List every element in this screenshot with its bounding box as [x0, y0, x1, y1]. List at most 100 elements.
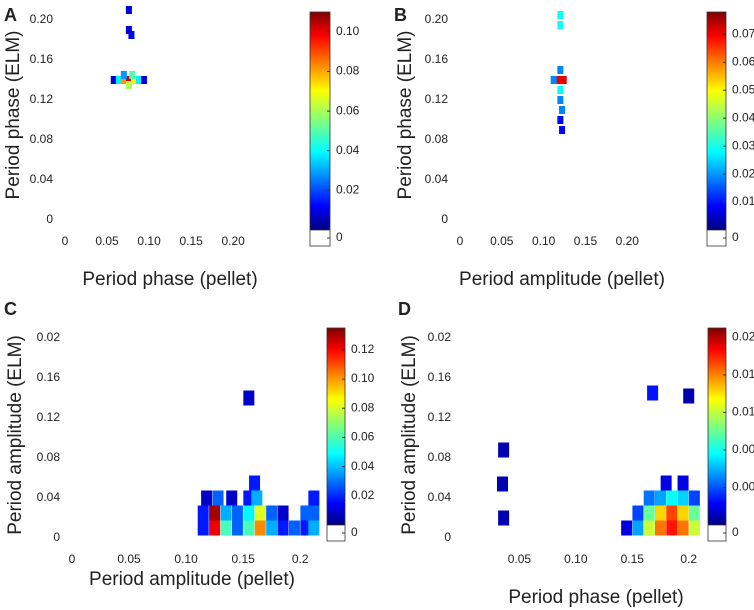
colorbar-tick-label: 0: [351, 525, 358, 539]
heatmap-cell: [498, 510, 510, 526]
colorbar-tick-label: 0: [336, 230, 343, 244]
x-tick-label: 0.05: [117, 552, 141, 566]
y-tick-label: 0.08: [428, 450, 452, 464]
x-tick-label: 0.20: [222, 234, 246, 248]
heatmap-cell: [254, 505, 266, 521]
heatmap-cell: [300, 520, 312, 536]
heatmap-cell: [115, 76, 122, 84]
x-axis-label: Period amplitude (pellet): [89, 569, 295, 590]
colorbar-tick-label: 0: [732, 525, 739, 539]
colorbar-tick-label: 0.10: [351, 371, 375, 385]
heatmap-cell: [655, 520, 666, 536]
heatmap-cell: [277, 505, 289, 521]
colorbar-tick-label: 0.07: [732, 27, 754, 41]
colorbar-frame: [309, 11, 331, 247]
panel-label: B: [394, 5, 407, 25]
heatmap-cell: [643, 490, 655, 506]
colorbar-frame: [706, 11, 727, 247]
heatmap-cell: [308, 490, 320, 506]
heatmap-cell: [683, 388, 695, 404]
heatmap-cell: [249, 475, 261, 491]
heatmap-cell: [557, 86, 564, 94]
y-tick-label: 0.20: [30, 12, 54, 26]
heatmap-cell: [243, 490, 255, 506]
colorbar-frame: [326, 327, 346, 542]
panel-label: C: [4, 299, 17, 319]
y-tick-label: 0.16: [37, 370, 61, 384]
heatmap-cell: [277, 520, 289, 536]
colorbar-tick-label: 0.06: [351, 430, 375, 444]
y-tick-label: 0.02: [428, 330, 452, 344]
heatmap-cell: [288, 520, 300, 536]
y-tick-label: 0.16: [425, 52, 449, 66]
heatmap-cell: [666, 520, 678, 536]
x-tick-label: 0.15: [231, 552, 255, 566]
y-tick-label: 0.16: [428, 370, 452, 384]
y-tick-label: 0.16: [30, 52, 54, 66]
colorbar: [310, 12, 330, 230]
y-tick-label: 0: [53, 530, 60, 544]
panel-label: D: [398, 299, 411, 319]
heatmap-cell: [560, 76, 567, 84]
x-tick-label: 0.10: [564, 552, 588, 566]
y-tick-label: 0.04: [37, 490, 61, 504]
colorbar-tick-label: 0.012: [732, 405, 754, 419]
heatmap-cell: [243, 520, 255, 536]
colorbar: [707, 12, 726, 230]
heatmap-cell: [141, 76, 148, 84]
y-tick-label: 0.12: [37, 410, 61, 424]
colorbar-tick-label: 0.05: [732, 82, 754, 96]
colorbar-tick-label: 0.08: [336, 64, 360, 78]
colorbar-tick-label: 0.04: [336, 143, 360, 157]
heatmap-cell: [220, 520, 232, 536]
colorbar-tick-label: 0.06: [732, 54, 754, 68]
x-tick-label: 0.05: [508, 552, 532, 566]
heatmap-cell: [559, 126, 566, 134]
heatmap-cell: [125, 81, 132, 89]
y-tick-label: 0.12: [425, 92, 449, 106]
y-tick-label: 0.08: [30, 132, 54, 146]
heatmap-cell: [231, 520, 243, 536]
x-tick-label: 0.15: [621, 552, 645, 566]
heatmap-cell: [655, 490, 666, 506]
colorbar: [327, 328, 345, 525]
y-tick-label: 0: [441, 212, 448, 226]
heatmap-cell: [300, 505, 312, 521]
x-tick-label: 0: [457, 234, 464, 248]
heatmap-cell: [120, 71, 127, 79]
heatmap-cell: [125, 76, 132, 84]
heatmap-cell: [254, 520, 266, 536]
x-tick-label: 0.20: [616, 234, 640, 248]
heatmap-cell: [243, 505, 255, 521]
heatmap-cell: [201, 490, 213, 506]
heatmap-cell: [557, 66, 564, 74]
heatmap-cell: [125, 6, 132, 14]
heatmap-cell: [209, 520, 221, 536]
heatmap-cell: [251, 490, 263, 506]
x-axis-label: Period phase (pellet): [82, 269, 257, 290]
heatmap-cell: [621, 520, 633, 536]
heatmap-cell: [688, 490, 700, 506]
y-tick-label: 0.12: [30, 92, 54, 106]
heatmap-cell: [197, 520, 209, 536]
heatmap-cell: [129, 71, 136, 79]
colorbar-tick-label: 0.016: [732, 367, 754, 381]
heatmap-cell: [677, 520, 689, 536]
colorbar-tick-label: 0.02: [336, 183, 360, 197]
y-tick-label: 0.04: [30, 172, 54, 186]
heatmap-cell: [655, 505, 666, 521]
y-axis-label: Period phase (ELM): [395, 31, 416, 200]
heatmap-cell: [666, 490, 678, 506]
heatmap-cell: [550, 76, 557, 84]
heatmap-cell: [197, 505, 209, 521]
heatmap-cell: [643, 520, 655, 536]
colorbar-tick-label: 0.06: [336, 103, 360, 117]
colorbar-tick-label: 0.08: [351, 400, 375, 414]
x-tick-label: 0.15: [574, 234, 598, 248]
colorbar-tick-label: 0.02: [732, 166, 754, 180]
heatmap-cell: [308, 505, 320, 521]
y-tick-label: 0.08: [37, 450, 61, 464]
colorbar-tick-label: 0.008: [732, 442, 754, 456]
heatmap-cell: [557, 21, 564, 29]
